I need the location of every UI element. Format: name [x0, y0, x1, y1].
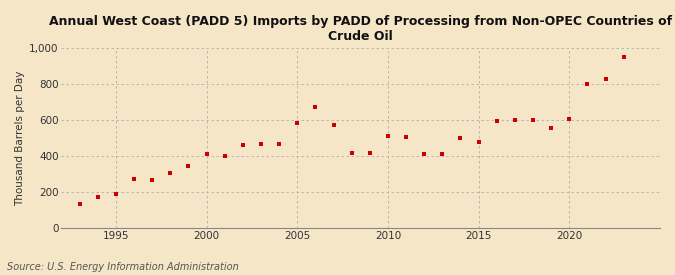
Point: [310, 104, 321, 109]
Point: [129, 177, 140, 182]
Point: [146, 178, 157, 183]
Point: [273, 142, 284, 147]
Point: [346, 150, 357, 155]
Point: [582, 82, 593, 86]
Point: [292, 121, 302, 125]
Point: [219, 154, 230, 158]
Point: [238, 143, 248, 148]
Point: [92, 194, 103, 199]
Point: [418, 152, 429, 156]
Y-axis label: Thousand Barrels per Day: Thousand Barrels per Day: [15, 70, 25, 206]
Point: [528, 118, 539, 122]
Point: [618, 55, 629, 59]
Point: [111, 192, 122, 196]
Title: Annual West Coast (PADD 5) Imports by PADD of Processing from Non-OPEC Countries: Annual West Coast (PADD 5) Imports by PA…: [49, 15, 672, 43]
Point: [364, 151, 375, 156]
Point: [328, 122, 339, 127]
Point: [401, 135, 412, 139]
Point: [383, 134, 394, 139]
Point: [491, 119, 502, 123]
Point: [473, 139, 484, 144]
Text: Source: U.S. Energy Information Administration: Source: U.S. Energy Information Administ…: [7, 262, 238, 272]
Point: [564, 117, 574, 122]
Point: [74, 202, 85, 206]
Point: [600, 77, 611, 81]
Point: [546, 126, 557, 130]
Point: [165, 171, 176, 175]
Point: [183, 164, 194, 168]
Point: [455, 136, 466, 140]
Point: [256, 141, 267, 146]
Point: [510, 118, 520, 122]
Point: [201, 152, 212, 156]
Point: [437, 152, 448, 156]
